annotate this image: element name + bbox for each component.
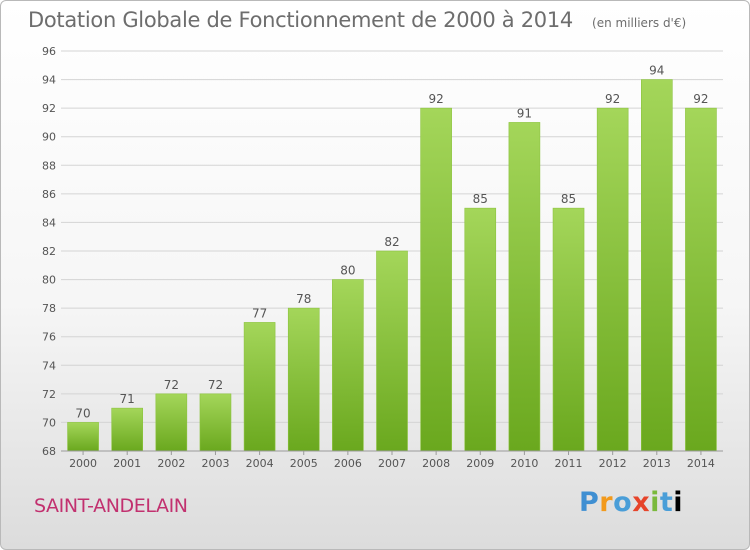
data-label: 72 <box>164 378 179 392</box>
y-tick-label: 90 <box>42 131 56 144</box>
y-tick-label: 78 <box>42 302 56 315</box>
y-tick-label: 84 <box>42 216 56 229</box>
y-tick-label: 70 <box>42 416 56 429</box>
y-tick-label: 68 <box>42 445 56 458</box>
data-label: 85 <box>473 192 488 206</box>
title-row: Dotation Globale de Fonctionnement de 20… <box>28 8 686 32</box>
y-tick-label: 88 <box>42 159 56 172</box>
data-label: 70 <box>75 406 90 420</box>
x-tick-label: 2004 <box>246 457 274 470</box>
data-label: 92 <box>693 92 708 106</box>
bar-2006 <box>332 279 364 452</box>
bars <box>67 79 717 452</box>
bar-2003 <box>199 393 232 452</box>
bar-2005 <box>287 307 320 452</box>
logo-letter: t <box>659 487 674 518</box>
x-tick-label: 2010 <box>510 457 538 470</box>
x-tick-label: 2003 <box>201 457 229 470</box>
logo-letter: o <box>613 487 633 518</box>
y-tick-label: 92 <box>42 102 56 115</box>
commune-name: SAINT-ANDELAIN <box>34 495 188 517</box>
proxiti-logo: Proxiti <box>579 487 683 518</box>
data-label: 91 <box>517 106 532 120</box>
x-tick-label: 2008 <box>422 457 450 470</box>
x-tick-label: 2012 <box>599 457 627 470</box>
data-label: 92 <box>605 92 620 106</box>
bar-2010 <box>508 122 541 452</box>
data-label: 92 <box>428 92 443 106</box>
y-tick-label: 80 <box>42 274 56 287</box>
y-tick-label: 94 <box>42 74 56 87</box>
bar-2000 <box>67 422 99 452</box>
x-tick-label: 2014 <box>687 457 715 470</box>
logo-letter: i <box>673 487 684 518</box>
bar-2009 <box>464 207 497 452</box>
bar-2004 <box>243 322 276 452</box>
x-tick-label: 2009 <box>466 457 494 470</box>
x-tick-label: 2006 <box>334 457 362 470</box>
logo-letter: r <box>599 487 614 518</box>
bar-2001 <box>111 407 143 452</box>
y-tick-label: 72 <box>42 388 56 401</box>
x-tick-label: 2001 <box>113 457 141 470</box>
x-tick-label: 2002 <box>157 457 185 470</box>
logo-letter: P <box>579 487 600 518</box>
data-label: 85 <box>561 192 576 206</box>
y-tick-label: 76 <box>42 331 56 344</box>
data-label: 80 <box>340 264 355 278</box>
logo-letter: x <box>632 487 651 518</box>
data-label: 77 <box>252 306 267 320</box>
x-axis-ticks: 2000 2001 2002 2003 2004 2005 2006 2007 2008 2009… <box>69 451 715 470</box>
data-label: 72 <box>208 378 223 392</box>
x-tick-label: 2000 <box>69 457 97 470</box>
bar-2007 <box>376 250 408 452</box>
x-tick-label: 2013 <box>643 457 671 470</box>
x-tick-label: 2005 <box>290 457 318 470</box>
logo-letter: i <box>650 487 660 518</box>
bar-2011 <box>552 207 585 452</box>
chart-subtitle: (en milliers d'€) <box>592 16 687 30</box>
bar-2002 <box>155 393 188 452</box>
x-tick-label: 2011 <box>555 457 583 470</box>
bar-2014 <box>685 107 717 452</box>
bar-2013 <box>640 79 673 452</box>
y-tick-label: 74 <box>42 359 56 372</box>
y-tick-label: 86 <box>42 188 56 201</box>
data-label: 71 <box>120 392 135 406</box>
data-label: 82 <box>384 235 399 249</box>
data-label: 94 <box>649 64 664 78</box>
chart-title: Dotation Globale de Fonctionnement de 20… <box>28 8 573 32</box>
bar-2008 <box>420 107 452 452</box>
y-tick-label: 82 <box>42 245 56 258</box>
y-axis-ticks: 68 70 72 74 76 78 80 82 84 86 88 90 92 94 96 <box>42 45 56 458</box>
bar-2012 <box>596 107 629 452</box>
x-tick-label: 2007 <box>378 457 406 470</box>
data-label: 78 <box>296 292 311 306</box>
y-tick-label: 96 <box>42 45 56 58</box>
data-labels: 70 71 72 72 77 78 80 82 92 85 91 85 92 94 92 <box>75 64 708 421</box>
